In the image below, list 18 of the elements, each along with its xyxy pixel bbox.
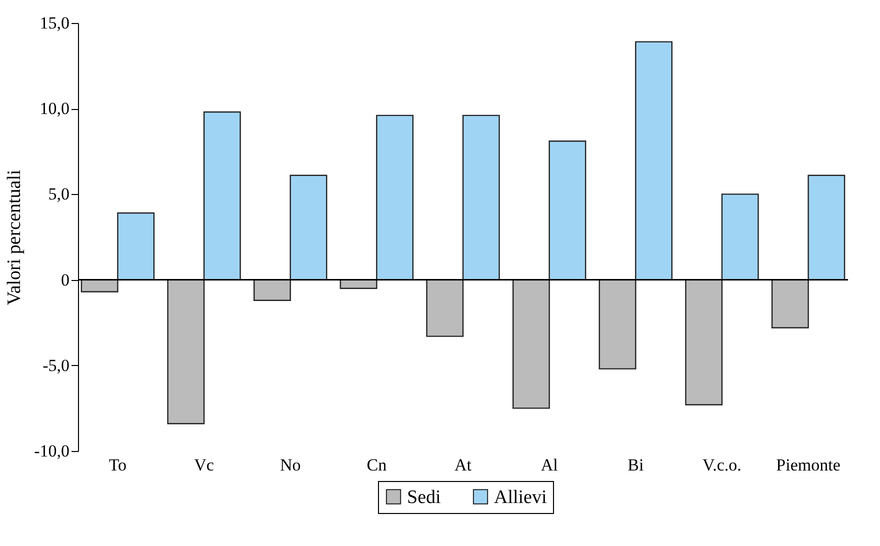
legend-label: Sedi bbox=[407, 486, 441, 508]
x-tick-label: At bbox=[454, 456, 472, 474]
y-tick-label: -10,0 bbox=[34, 442, 70, 460]
legend-label: Allievi bbox=[494, 486, 547, 508]
x-tick-label: No bbox=[280, 456, 301, 474]
x-tick-label: Vc bbox=[194, 456, 214, 474]
y-tick-label: 15,0 bbox=[40, 14, 70, 32]
x-tick-label: To bbox=[108, 456, 127, 474]
y-axis-title: Valori percentuali bbox=[4, 170, 26, 306]
x-tick-label: Cn bbox=[366, 456, 388, 474]
y-tick-label: 10,0 bbox=[40, 99, 70, 118]
y-tick-label: 5,0 bbox=[48, 184, 70, 204]
y-tick-label: -5,0 bbox=[42, 356, 70, 375]
x-tick-label: Piemonte bbox=[776, 456, 840, 474]
x-tick-label: Al bbox=[540, 456, 558, 474]
x-tick-label: V.c.o. bbox=[702, 456, 742, 474]
x-tick-label: Bi bbox=[628, 456, 644, 474]
y-tick-label: 0 bbox=[61, 270, 70, 290]
